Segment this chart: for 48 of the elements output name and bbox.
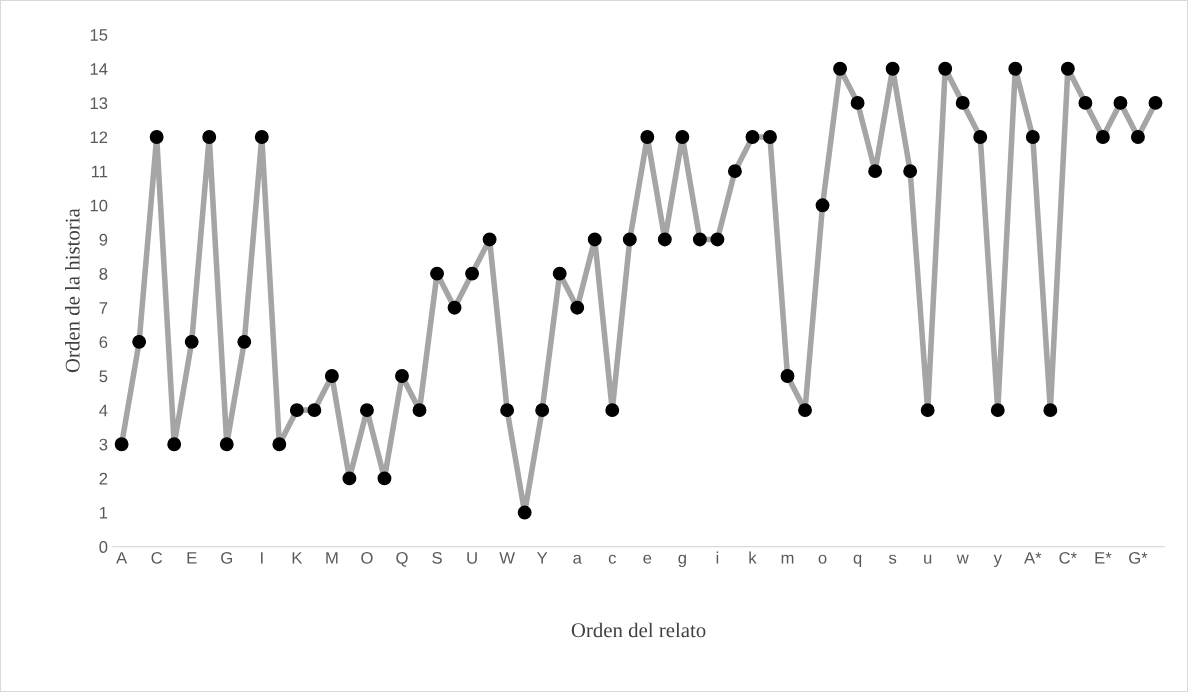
x-tick-label: G* [1129,551,1148,564]
x-tick-label: Y [536,552,548,564]
x-tick-label: C [151,551,163,564]
x-tick-label: a [573,554,582,564]
x-tick-label: s [888,554,897,564]
x-tick-label: E* [1095,552,1112,564]
x-tick-label: u [924,554,932,564]
x-tick-label: K [292,552,303,564]
y-tick-label: 1 [100,507,108,519]
y-tick-label: 4 [99,404,108,417]
y-tick-label: 0 [99,541,108,553]
x-tick-label: w [956,554,969,564]
x-tick-label: O [361,551,373,564]
y-tick-label: 8 [99,267,108,280]
x-tick-label: S [432,551,442,564]
x-tick-label: i [716,551,719,564]
x-tick-label: g [678,554,686,568]
y-tick-label: 10 [90,199,108,212]
y-tick-label: 5 [99,370,108,383]
x-tick-label: o [818,554,827,564]
x-tick-label: c [608,554,616,564]
y-tick-label: 3 [99,438,108,451]
x-tick-label: y [993,554,1002,568]
x-tick-label: W [499,552,515,564]
y-tick-label: 11 [91,165,108,178]
x-tick-label: G [221,551,232,564]
x-tick-label: q [853,554,862,568]
y-tick-label: 15 [90,29,108,41]
x-tick-label: C* [1059,551,1077,564]
y-tick-label: 12 [90,131,108,144]
y-tick-label: 2 [99,472,108,485]
y-axis-title: Orden de la historia [65,208,80,373]
x-tick-label: Q [396,551,408,567]
x-tick-label: I [261,552,263,564]
y-tick-label: 13 [90,97,108,110]
y-tick-label: 7 [99,302,108,314]
y-tick-label: 14 [90,63,108,75]
x-tick-label: E [187,552,197,564]
x-tick-label: A* [1024,552,1042,564]
y-tick-label: 6 [99,336,108,349]
x-tick-label: U [467,552,477,564]
x-tick-label: M [326,552,338,564]
x-tick-label: k [749,551,757,564]
x-tick-label: e [643,554,652,564]
x-tick-label: m [781,554,794,564]
y-tick-label: 9 [99,233,108,246]
x-tick-label: A [116,552,128,564]
x-axis-title: Orden del relato [571,622,706,638]
